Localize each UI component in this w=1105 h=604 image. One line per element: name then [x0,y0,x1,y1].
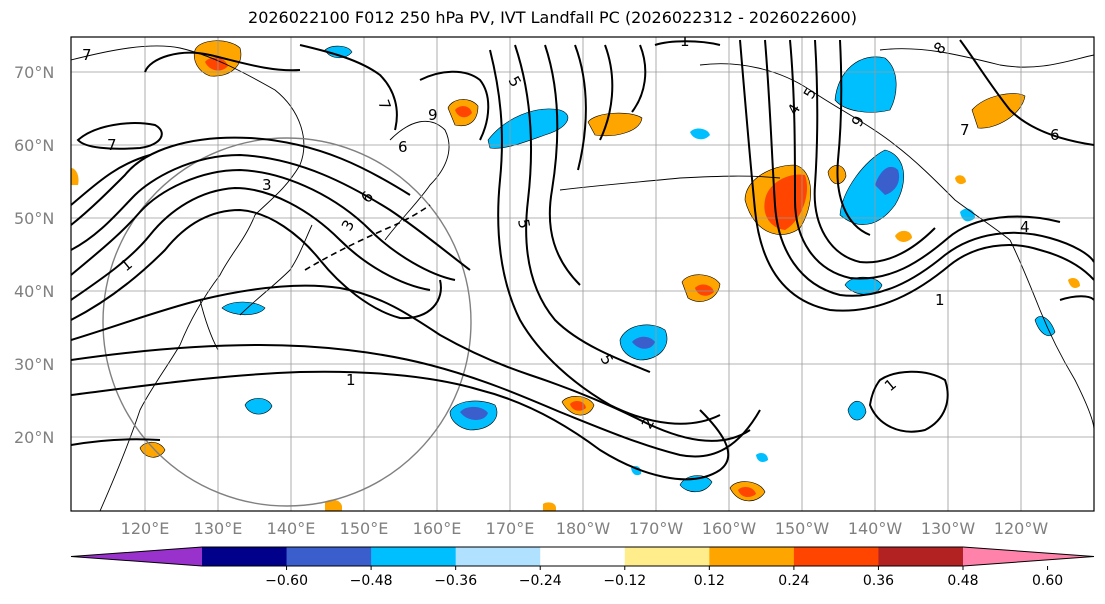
positive-anomaly-patch [205,57,228,71]
contour-label: 7 [107,136,117,154]
contour-label: 3 [262,176,272,194]
lon-label: 170°E [486,519,535,538]
contour-label: 7 [960,121,970,139]
contour-label: 1 [346,371,356,389]
positive-anomaly-patch [325,499,342,511]
negative-anomaly-patch [244,398,273,415]
positive-anomaly-patch [71,168,79,185]
lat-label: 40°N [14,282,54,301]
latitude-labels: 70°N 60°N 50°N 40°N 30°N 20°N [14,63,54,447]
positive-anomaly-patch [971,93,1026,129]
colorbar-tick-label: 0.60 [1032,573,1063,589]
colorbar-segment [624,547,710,566]
colorbar-tick-label: −0.36 [434,573,477,589]
lon-label: 160°E [413,519,462,538]
negative-anomaly-patch [834,56,897,113]
colorbar-tick-label: −0.12 [603,573,646,589]
map-title: 2026022100 F012 250 hPa PV, IVT Landfall… [248,8,857,27]
lon-label: 170°W [629,519,684,538]
lat-label: 30°N [14,355,54,374]
colorbar-tick-label: 0.48 [947,573,978,589]
japan-coastline [239,224,313,316]
colorbar-segment [540,547,626,566]
reference-circle [102,137,472,507]
graticule [71,37,1094,511]
colorbar-segment [202,547,288,566]
lon-label: 120°W [994,519,1049,538]
colorbar-segment [793,547,879,566]
negative-anomaly-patch [324,45,353,59]
colorbar-tick-label: 0.36 [863,573,894,589]
negative-anomaly-patch [487,108,569,149]
contour-label: 6 [398,138,408,156]
lon-label: 140°E [267,519,316,538]
arctic-coastline [879,48,1094,68]
positive-anomaly-patch [587,112,643,137]
colorbar: −0.60 −0.48 −0.36 −0.24 −0.12 0.12 0.24 0.36 0.4… [70,546,1095,589]
lon-label: 120°E [121,519,170,538]
positive-anomaly-patch [955,175,966,185]
positive-anomaly-patch [695,284,714,296]
contour-label: 5 [514,218,533,231]
positive-anomaly-patch [738,486,756,498]
contour-label: 1 [680,32,690,50]
positive-anomaly-patch [895,230,912,242]
colorbar-outline [70,546,1095,567]
colorbar-tick-label: 0.12 [694,573,725,589]
map-frame [70,36,1095,512]
lon-label: 150°E [340,519,389,538]
lat-label: 50°N [14,209,54,228]
lon-label: 180°W [556,519,611,538]
longitude-labels: 120°E 130°E 140°E 150°E 160°E 170°E 180°… [121,519,1049,538]
contour-label: 6 [1050,126,1060,144]
positive-anomaly-patch [1068,278,1080,288]
positive-anomaly-patch [570,400,586,411]
negative-anomaly-patch [1034,316,1056,336]
negative-anomaly-patch [756,452,768,463]
colorbar-tick-label: 0.24 [778,573,809,589]
lat-label: 60°N [14,136,54,155]
map-background [71,37,1094,511]
kamchatka-coastline [384,120,450,241]
lat-label: 70°N [14,63,54,82]
colorbar-tick-label: −0.60 [265,573,308,589]
negative-anomaly-patch [221,301,266,316]
coastlines [71,45,1094,511]
colorbar-segment [455,547,541,566]
negative-anomaly-patch [875,166,900,195]
lat-label: 20°N [14,428,54,447]
negative-anomaly-patch [460,406,488,420]
colorbar-segment [286,547,372,566]
lon-label: 130°E [194,519,243,538]
negative-anomaly-patch [847,400,867,421]
contour-label: 7 [82,46,92,64]
colorbar-segment [709,547,795,566]
contour-label: 1 [935,291,945,309]
dashed-segment [304,204,431,271]
negative-anomaly-patch [632,336,655,349]
colorbar-segment [371,547,457,566]
lon-label: 160°W [702,519,757,538]
lon-label: 150°W [775,519,830,538]
negative-anomaly-patch [690,128,710,140]
lon-label: 130°W [921,519,976,538]
north-america-coastline [1009,239,1094,431]
colorbar-segment [878,547,964,566]
colorbar-extend-max [963,547,1094,566]
contour-label: 4 [1020,218,1030,236]
colorbar-tick-label: −0.48 [350,573,393,589]
ivt-contours [71,39,1094,481]
pv-anomaly-shading [71,40,1080,511]
lon-label: 140°W [848,519,903,538]
colorbar-tick-label: −0.24 [519,573,562,589]
colorbar-extend-min [71,547,202,566]
positive-anomaly-patch [543,502,556,511]
alaska-coastline [699,63,1011,241]
contour-label: 9 [428,106,438,124]
positive-anomaly-patch [455,106,472,118]
